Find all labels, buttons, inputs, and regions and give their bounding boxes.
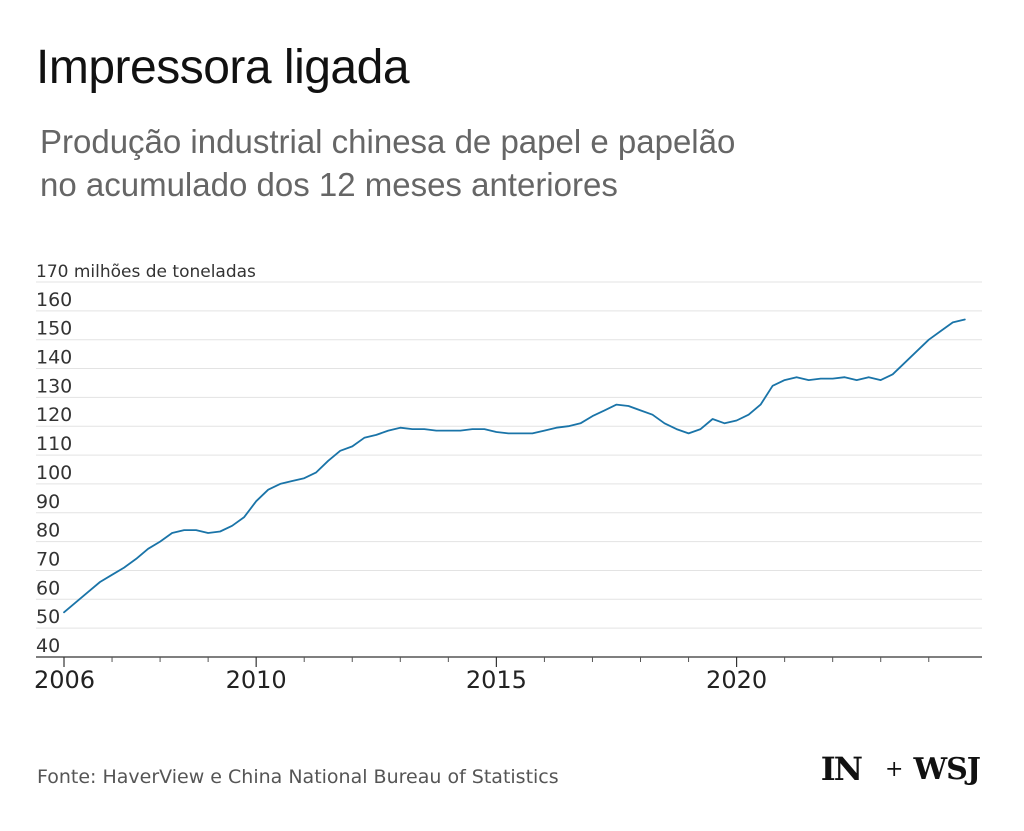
subtitle-line-1: Produção industrial chinesa de papel e p… [40, 123, 736, 160]
y-tick-label-150: 150 [36, 318, 72, 340]
x-tick-label-2010: 2010 [226, 666, 287, 694]
y-tick-label-140: 140 [36, 347, 72, 369]
y-tick-label-160: 160 [36, 289, 72, 311]
wsj-logo: WSJ [913, 751, 981, 787]
y-tick-label-40: 40 [36, 635, 60, 657]
y-tick-label-100: 100 [36, 462, 72, 484]
y-tick-label-80: 80 [36, 520, 60, 542]
subtitle-line-2: no acumulado dos 12 meses anteriores [40, 166, 618, 203]
x-axis: 2006 2010 2015 2020 [34, 656, 982, 694]
x-tick-label-2015: 2015 [466, 666, 527, 694]
y-tick-label-120: 120 [36, 404, 72, 426]
chart-subtitle: Produção industrial chinesa de papel e p… [40, 120, 735, 206]
y-tick-label-130: 130 [36, 375, 72, 397]
plus-sign: + [885, 756, 904, 782]
source-note: Fonte: HaverView e China National Bureau… [37, 766, 559, 788]
gridlines [36, 281, 982, 658]
chart-title: Impressora ligada [36, 41, 410, 94]
publisher-logos: IN + WSJ [820, 750, 981, 788]
y-tick-label-110: 110 [36, 433, 72, 455]
x-tick-label-2006: 2006 [34, 666, 95, 694]
in-logo: IN [820, 750, 863, 788]
y-tick-label-60: 60 [36, 577, 60, 599]
y-tick-label-50: 50 [36, 606, 60, 628]
y-axis-tick-labels: 170 milhões de toneladas 160 150 140 130 120 1… [36, 262, 256, 657]
y-tick-label-90: 90 [36, 491, 60, 513]
y-tick-label-170: 170 milhões de toneladas [36, 262, 256, 282]
y-tick-label-70: 70 [36, 548, 60, 570]
series-line-0 [63, 318, 966, 614]
series-layer [63, 318, 966, 614]
x-tick-label-2020: 2020 [706, 666, 767, 694]
